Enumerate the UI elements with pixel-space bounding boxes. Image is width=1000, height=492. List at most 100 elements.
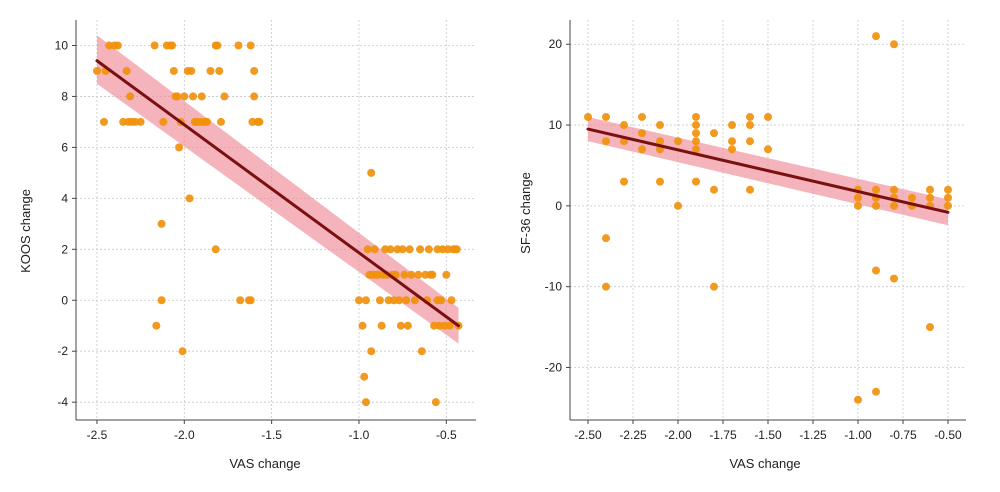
sf36-y-axis-title: SF-36 change — [518, 172, 533, 254]
koos-data-point — [159, 117, 168, 126]
koos-x-axis-title: VAS change — [229, 456, 300, 471]
koos-ci-band-layer — [96, 35, 459, 344]
koos-data-point — [122, 66, 131, 75]
sf36-data-point — [602, 282, 610, 291]
sf36-x-tick-label: -1.00 — [844, 428, 872, 442]
koos-data-point — [113, 41, 122, 50]
koos-data-point — [400, 270, 409, 279]
koos-y-tick-label: 0 — [61, 293, 68, 307]
sf36-x-tick-label: -2.25 — [619, 428, 647, 442]
sf36-data-point — [710, 185, 718, 194]
sf36-data-point — [692, 137, 700, 146]
sf36-x-tick-label: -1.25 — [799, 428, 827, 442]
sf36-data-point — [674, 201, 682, 210]
sf36-data-point — [746, 121, 754, 130]
koos-data-point — [152, 321, 161, 330]
sf36-y-tick-label: -10 — [545, 280, 563, 294]
sf36-data-point — [746, 137, 754, 146]
koos-x-tick-label: -2.0 — [174, 428, 195, 442]
koos-y-tick-label: 8 — [61, 89, 68, 103]
koos-data-point — [99, 117, 108, 126]
sf36-data-point — [926, 323, 934, 332]
koos-y-axis-title: KOOS change — [18, 189, 33, 273]
sf36-data-point — [764, 112, 772, 121]
sf36-data-point — [890, 185, 898, 194]
sf36-data-point — [728, 145, 736, 154]
sf36-data-point — [692, 112, 700, 121]
koos-data-point — [197, 92, 206, 101]
sf36-data-point — [872, 32, 880, 41]
sf36-data-point — [728, 137, 736, 146]
sf36-panel: -2.50 -2.25 -2.00 -1.75 -1.50 -1.25 -1.00 -0.75… — [518, 20, 966, 471]
koos-data-point — [189, 92, 198, 101]
koos-data-point — [234, 41, 243, 50]
koos-data-point — [136, 117, 145, 126]
koos-data-point — [169, 66, 178, 75]
sf36-data-point — [656, 177, 664, 186]
sf36-data-point — [890, 274, 898, 283]
sf36-data-point — [638, 145, 646, 154]
koos-y-tick-label: 2 — [61, 242, 68, 256]
sf36-data-point — [872, 387, 880, 396]
koos-data-point — [203, 117, 212, 126]
koos-data-point — [354, 296, 363, 305]
sf36-y-tick-label: -20 — [545, 360, 563, 374]
sf36-x-tick-label: -1.50 — [754, 428, 782, 442]
sf36-fit-line-layer — [586, 127, 950, 214]
koos-data-point — [386, 245, 395, 254]
sf36-data-point — [926, 185, 934, 194]
sf36-data-point — [638, 129, 646, 138]
sf36-data-point — [944, 193, 952, 202]
koos-data-point — [437, 296, 446, 305]
sf36-data-point — [746, 112, 754, 121]
koos-data-point — [396, 321, 405, 330]
sf36-data-point — [746, 185, 754, 194]
koos-y-tick-label: 4 — [61, 191, 68, 205]
koos-data-point — [360, 372, 369, 381]
sf36-data-point — [908, 193, 916, 202]
koos-data-point — [157, 219, 166, 228]
sf36-regression-line — [586, 127, 950, 214]
sf36-data-point — [602, 234, 610, 243]
sf36-data-point — [944, 201, 952, 210]
koos-data-point — [358, 321, 367, 330]
koos-data-point — [367, 168, 376, 177]
koos-data-point — [414, 270, 423, 279]
sf36-data-point — [854, 201, 862, 210]
sf36-data-point — [728, 121, 736, 130]
koos-data-point — [367, 347, 376, 356]
koos-data-point — [377, 321, 386, 330]
koos-data-point — [236, 296, 245, 305]
koos-data-point — [445, 321, 454, 330]
sf36-data-point — [602, 137, 610, 146]
sf36-data-point — [692, 177, 700, 186]
sf36-data-point — [854, 193, 862, 202]
koos-ticks: -2.5 -2.0 -1.5 -1.0 -0.5 -4 -2 0 2 4 6 8 10 — [55, 38, 457, 442]
koos-x-tick-label: -1.0 — [349, 428, 370, 442]
koos-data-point — [206, 66, 215, 75]
sf36-data-point — [764, 145, 772, 154]
koos-data-point — [216, 117, 225, 126]
sf36-data-point — [692, 145, 700, 154]
koos-data-point — [246, 41, 255, 50]
koos-data-point — [255, 117, 264, 126]
koos-axes — [75, 20, 476, 421]
koos-data-point — [407, 270, 416, 279]
sf36-data-point — [584, 112, 592, 121]
koos-y-tick-label: 10 — [55, 38, 69, 52]
koos-data-point — [246, 296, 255, 305]
koos-data-point — [452, 245, 461, 254]
sf36-data-point — [872, 185, 880, 194]
koos-fit-line-layer — [95, 59, 461, 328]
koos-data-point — [173, 92, 182, 101]
koos-data-point — [370, 245, 379, 254]
koos-data-point — [178, 347, 187, 356]
koos-data-point — [363, 245, 372, 254]
koos-data-point — [403, 321, 412, 330]
koos-data-point — [185, 194, 194, 203]
sf36-x-axis-title: VAS change — [729, 456, 800, 471]
koos-data-point — [442, 270, 451, 279]
sf36-data-point — [692, 129, 700, 138]
koos-data-point — [211, 245, 220, 254]
